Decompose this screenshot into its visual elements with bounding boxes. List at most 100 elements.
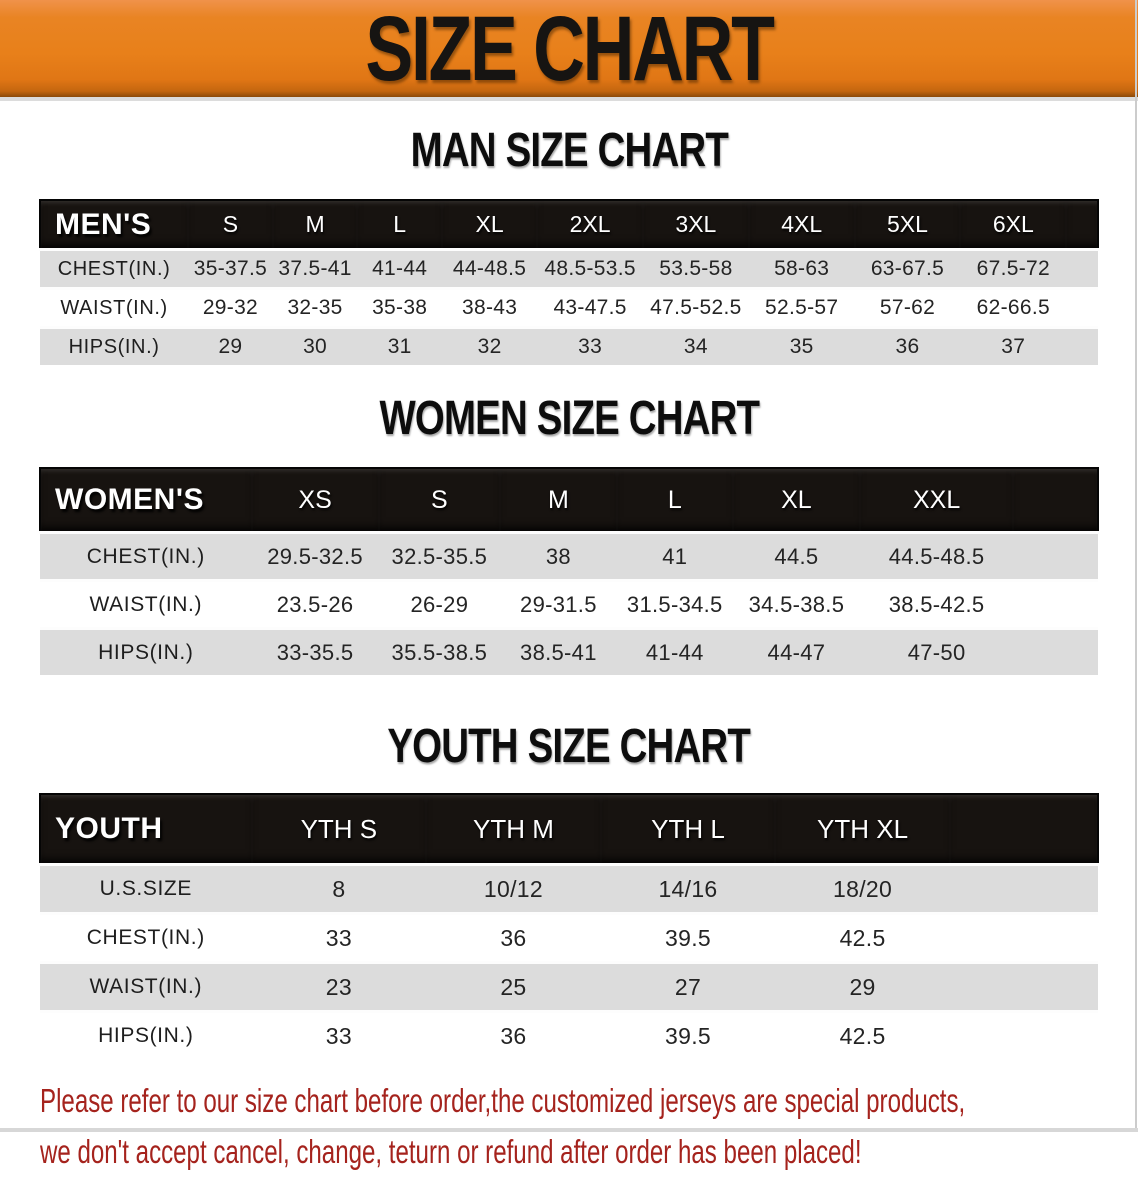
size-col-header: XL [441,199,538,251]
size-value-cell: 29 [775,962,950,1012]
measure-row-label: HIPS(IN.) [40,1011,252,1059]
size-col-header: YTH L [600,793,776,866]
size-value-cell: 36 [854,327,961,365]
measure-row-label: WAIST(IN.) [40,288,189,328]
size-value-cell: 32 [441,327,538,365]
spacer-cell [1013,628,1098,675]
size-value-cell: 36 [426,1011,601,1059]
size-value-cell: 31 [357,327,442,365]
size-value-cell: 41-44 [357,249,442,289]
size-value-cell: 29-31.5 [500,580,617,629]
spacer-cell [949,864,1098,914]
size-value-cell: 33 [537,327,643,365]
size-col-header: XL [732,467,860,534]
size-value-cell: 34.5-38.5 [732,580,860,629]
table-row: HIPS(IN.) 29 30 31 32 33 34 35 36 37 [40,327,1098,365]
table-row: WAIST(IN.) 23.5-26 26-29 29-31.5 31.5-34.5 34… [40,580,1098,629]
size-value-cell: 44.5-48.5 [859,532,1014,581]
spacer-cell [1066,199,1099,251]
notice-line-2: we don't accept cancel, change, teturn o… [40,1130,1098,1181]
table-row: HIPS(IN.) 33-35.5 35.5-38.5 38.5-41 41-44 44-… [40,628,1098,675]
size-value-cell: 23 [251,962,427,1012]
spacer-cell [1013,467,1099,534]
size-col-header: YTH XL [775,793,950,866]
banner: SIZE CHART [0,0,1138,101]
spacer-cell [949,1011,1098,1059]
size-value-cell: 33 [251,1011,427,1059]
size-value-cell: 37.5-41 [272,249,358,289]
size-value-cell: 26-29 [378,580,501,629]
table-corner-label: WOMEN'S [39,467,252,534]
section-title-text: YOUTH SIZE CHART [387,720,751,773]
size-value-cell: 37 [960,327,1067,365]
notice-line-1-text: Please refer to our size chart before or… [40,1082,966,1119]
table-row: WAIST(IN.) 23 25 27 29 [40,962,1098,1012]
size-value-cell: 31.5-34.5 [616,580,733,629]
spacer-cell [1013,580,1098,629]
section-title-youth: YOUTH SIZE CHART [0,723,1138,771]
size-col-header: M [500,467,617,534]
size-value-cell: 67.5-72 [960,249,1067,289]
size-value-cell: 33 [251,913,427,963]
size-col-header: YTH M [426,793,601,866]
size-value-cell: 38.5-41 [500,628,617,675]
table-row: CHEST(IN.) 29.5-32.5 32.5-35.5 38 41 44.5 44.5… [40,532,1098,581]
size-value-cell: 41-44 [616,628,733,675]
size-col-header: 2XL [537,199,643,251]
table-row: CHEST(IN.) 33 36 39.5 42.5 [40,913,1098,963]
size-value-cell: 35-38 [357,288,442,328]
size-value-cell: 44-48.5 [441,249,538,289]
section-title-text: WOMEN SIZE CHART [379,392,760,445]
size-value-cell: 29.5-32.5 [251,532,379,581]
section-youth: YOUTH SIZE CHART YOUTH YTH S YTH M YTH L YTH … [0,723,1138,1059]
section-title-text: MAN SIZE CHART [410,124,728,177]
size-col-header: YTH S [251,793,427,866]
size-value-cell: 43-47.5 [537,288,643,328]
section-women: WOMEN SIZE CHART WOMEN'S XS S M L XL XXL CHEST(I… [0,395,1138,675]
table-row: HIPS(IN.) 33 36 39.5 42.5 [40,1011,1098,1059]
size-value-cell: 18/20 [775,864,950,914]
size-value-cell: 36 [426,913,601,963]
header-row: YOUTH YTH S YTH M YTH L YTH XL [39,793,1100,866]
size-value-cell: 35.5-38.5 [378,628,501,675]
size-value-cell: 47-50 [859,628,1014,675]
size-value-cell: 39.5 [600,913,776,963]
notice-line-2-text: we don't accept cancel, change, teturn o… [40,1133,862,1170]
size-value-cell: 29-32 [188,288,273,328]
size-col-header: S [378,467,501,534]
size-value-cell: 58-63 [748,249,855,289]
spacer-cell [1066,288,1098,328]
footer-notice: Please refer to our size chart before or… [40,1079,1098,1181]
size-value-cell: 63-67.5 [854,249,961,289]
size-value-cell: 27 [600,962,776,1012]
men-size-table: MEN'S S M L XL 2XL 3XL 4XL 5XL 6XL CHEST(IN.) 35-37… [38,199,1099,365]
spacer-cell [1013,532,1098,581]
size-value-cell: 32-35 [272,288,358,328]
measure-row-label: U.S.SIZE [40,864,252,914]
page-title: SIZE CHART [308,3,830,95]
spacer-cell [949,913,1098,963]
size-value-cell: 29 [188,327,273,365]
measure-row-label: WAIST(IN.) [40,962,252,1012]
size-col-header: S [188,199,273,251]
size-value-cell: 35 [748,327,855,365]
measure-row-label: CHEST(IN.) [40,913,252,963]
size-value-cell: 39.5 [600,1011,776,1059]
size-value-cell: 44-47 [732,628,860,675]
measure-row-label: WAIST(IN.) [40,580,252,629]
measure-row-label: CHEST(IN.) [40,532,252,581]
size-tables-container: MAN SIZE CHART MEN'S S M L XL 2XL 3XL 4XL 5XL 6XL C… [0,127,1138,1059]
size-value-cell: 33-35.5 [251,628,379,675]
spacer-cell [949,962,1098,1012]
table-row: WAIST(IN.) 29-32 32-35 35-38 38-43 43-47.5 47.… [40,288,1098,328]
spacer-cell [1066,327,1098,365]
size-value-cell: 42.5 [775,913,950,963]
size-col-header: 3XL [643,199,749,251]
section-title-women: WOMEN SIZE CHART [0,395,1138,443]
table-row: U.S.SIZE 8 10/12 14/16 18/20 [40,864,1098,914]
size-value-cell: 32.5-35.5 [378,532,501,581]
notice-line-1: Please refer to our size chart before or… [40,1079,1098,1130]
size-value-cell: 35-37.5 [188,249,273,289]
page-title-text: SIZE CHART [365,0,774,100]
size-value-cell: 25 [426,962,601,1012]
